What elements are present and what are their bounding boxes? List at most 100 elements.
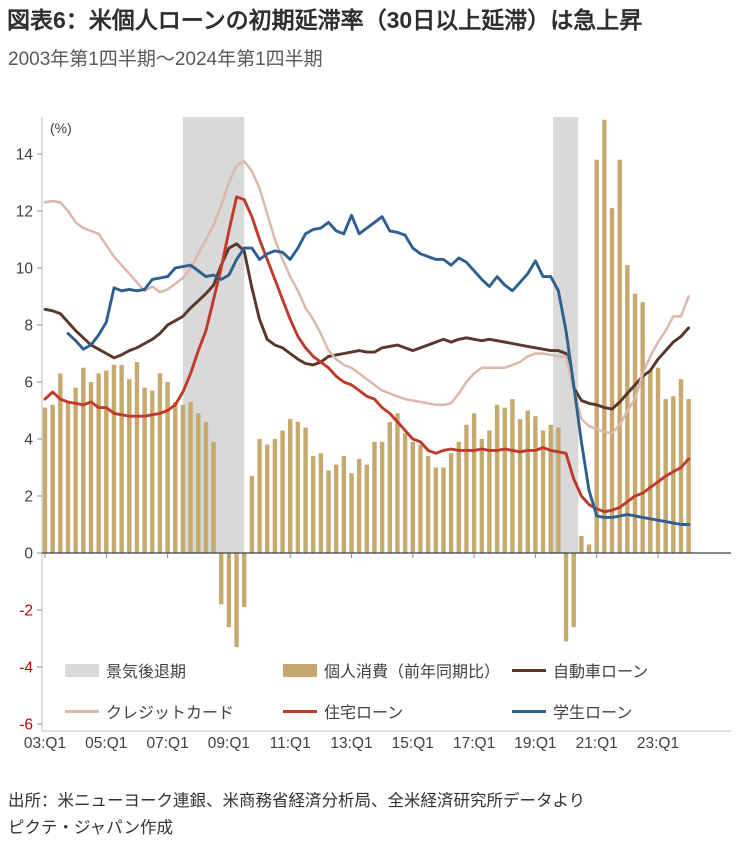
legend-item-4: 住宅ローン	[283, 702, 404, 722]
pce-bar	[517, 419, 523, 553]
pce-bar	[196, 413, 201, 553]
pce-bar	[494, 404, 500, 553]
pce-bar	[510, 399, 515, 553]
pce-bar	[349, 473, 354, 553]
chart-subtitle: 2003年第1四半期～2024年第1四半期	[8, 49, 323, 70]
pce-bar	[602, 119, 607, 554]
pce-bar	[318, 453, 324, 553]
x-tick-label: 05:Q1	[85, 735, 127, 752]
pce-bar	[211, 441, 216, 553]
pce-bar	[433, 467, 438, 553]
series-line-credit	[43, 159, 690, 435]
pce-bar	[448, 453, 454, 553]
y-tick-label: -6	[19, 717, 33, 734]
legend-swatch-0	[65, 663, 99, 677]
y-tick-label: 8	[24, 318, 33, 335]
x-tick-label: 21:Q1	[576, 735, 618, 752]
pce-bar	[418, 444, 423, 553]
source-line-1: 出所：米ニューヨーク連銀、米商務省経済分析局、全米経済研究所データより	[8, 792, 586, 810]
pce-bar	[686, 399, 691, 553]
pce-bar	[617, 159, 622, 553]
legend-swatch-1	[283, 663, 317, 677]
pce-bar	[548, 424, 553, 553]
y-tick-label: 14	[16, 147, 34, 164]
y-tick-label: 0	[24, 546, 33, 563]
source-line-2: ピクテ・ジャパン作成	[8, 819, 173, 837]
pce-bar	[540, 430, 546, 553]
pce-bar	[333, 464, 339, 553]
pce-bar	[364, 464, 370, 553]
y-tick-label: 10	[16, 261, 34, 278]
pce-bar	[402, 433, 408, 553]
pce-bar	[609, 208, 615, 553]
pce-bar	[96, 373, 101, 553]
y-tick-label: 6	[24, 375, 33, 392]
pce-bar	[180, 404, 186, 553]
pce-bar	[379, 441, 385, 553]
pce-bar	[425, 456, 431, 553]
pce-bar	[142, 387, 147, 553]
pce-bar	[556, 427, 561, 553]
series-line-mortgage	[43, 195, 691, 514]
pce-bar	[441, 467, 446, 553]
pce-bar	[594, 159, 599, 553]
pce-bar	[73, 387, 78, 553]
x-tick-label: 17:Q1	[453, 735, 495, 752]
legend-item-5: 学生ローン	[512, 702, 633, 722]
legend-label-5: 学生ローン	[553, 705, 633, 722]
legend-item-2: 自動車ローン	[512, 661, 648, 681]
y-tick-label: -2	[19, 603, 33, 620]
pce-bar	[487, 430, 492, 553]
y-tick-label: 4	[24, 432, 33, 449]
pce-bar	[563, 553, 569, 642]
pce-bar	[640, 302, 645, 553]
y-tick-label: 12	[16, 204, 33, 221]
legend-swatch-5	[512, 709, 546, 713]
pce-bar	[50, 404, 55, 553]
chart-title: 図表6：米個人ローンの初期延滞率（30日以上延滞）は急上昇	[7, 7, 643, 33]
pce-bar	[81, 367, 86, 553]
pce-bar	[303, 427, 308, 553]
legend-label-1: 個人消費（前年同期比）	[324, 664, 501, 681]
legend-label-3: クレジットカード	[106, 705, 235, 722]
x-tick-label: 11:Q1	[270, 735, 311, 752]
pce-bar	[226, 553, 232, 628]
pce-bar	[249, 476, 255, 553]
pce-bar	[119, 364, 124, 553]
pce-bar	[111, 364, 117, 553]
pce-bar	[42, 407, 48, 553]
pce-bar	[579, 535, 584, 553]
pce-bar	[272, 439, 278, 553]
pce-bar	[395, 413, 400, 553]
x-tick-label: 19:Q1	[514, 735, 556, 752]
pce-bar	[257, 439, 262, 553]
pce-bar	[655, 367, 661, 553]
pce-bar	[280, 430, 285, 553]
pce-bar	[173, 401, 178, 553]
legend-swatch-3	[65, 709, 99, 713]
pce-bar	[464, 424, 469, 553]
pce-bar	[219, 553, 224, 605]
pce-bar	[288, 419, 293, 553]
legend-label-0: 景気後退期	[106, 664, 187, 681]
x-tick-label: 09:Q1	[208, 735, 250, 752]
pce-bar	[356, 458, 362, 553]
pce-bar	[234, 553, 239, 648]
source-note: 出所：米ニューヨーク連銀、米商務省経済分析局、全米経済研究所データより ピクテ・…	[8, 788, 748, 842]
pce-bar	[203, 421, 209, 553]
pce-bar	[502, 407, 507, 553]
x-tick-label: 13:Q1	[330, 735, 372, 752]
pce-bar	[632, 293, 638, 553]
pce-bar	[242, 553, 247, 608]
pce-bar	[671, 396, 676, 553]
pce-bar	[586, 544, 592, 553]
legend-swatch-2	[512, 668, 546, 672]
pce-bar	[410, 441, 415, 553]
legend-label-4: 住宅ローン	[324, 705, 404, 722]
pce-bar	[372, 441, 377, 553]
series-line-student	[66, 213, 691, 526]
pce-bar	[265, 444, 270, 553]
pce-bar	[648, 370, 653, 553]
